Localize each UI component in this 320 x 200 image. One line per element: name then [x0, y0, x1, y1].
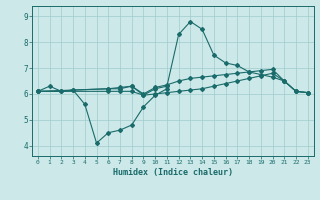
- X-axis label: Humidex (Indice chaleur): Humidex (Indice chaleur): [113, 168, 233, 177]
